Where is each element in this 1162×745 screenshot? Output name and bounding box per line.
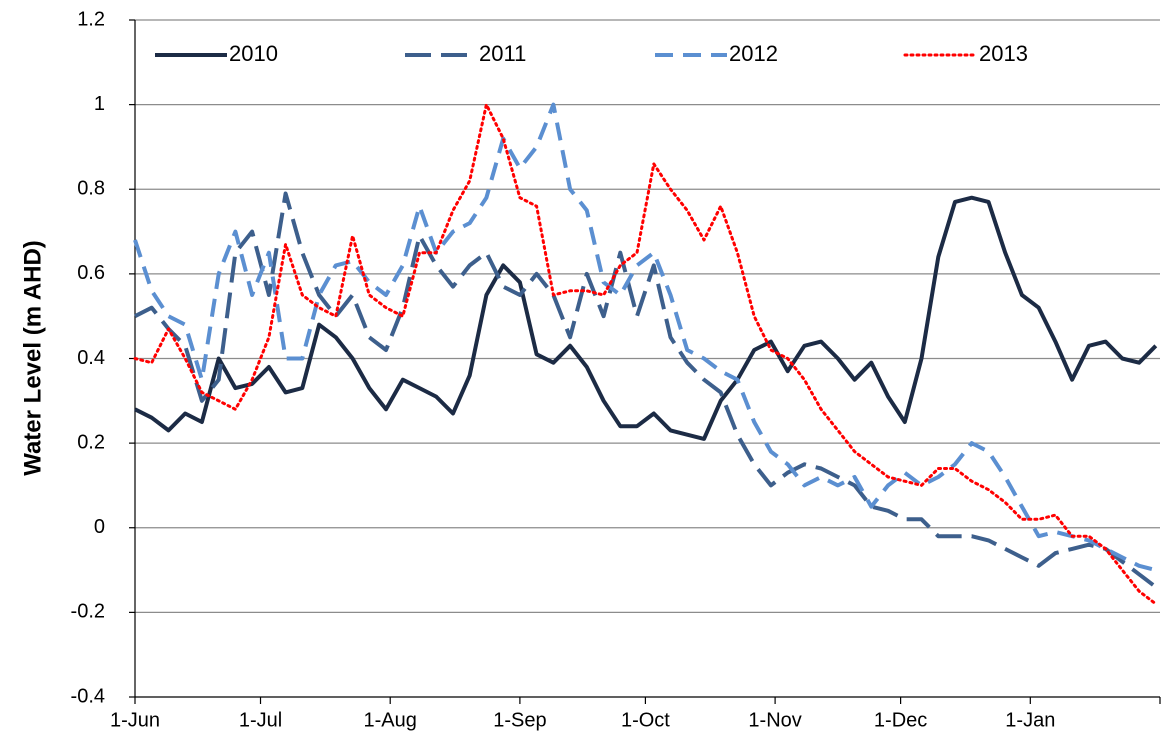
x-tick-label: 1-Jan bbox=[1005, 709, 1055, 731]
legend-label: 2011 bbox=[479, 41, 526, 66]
x-tick-label: 1-Oct bbox=[621, 709, 670, 731]
y-axis-title: Water Level (m AHD) bbox=[19, 240, 46, 476]
y-tick-label: 1 bbox=[94, 93, 105, 115]
x-tick-label: 1-Jun bbox=[110, 709, 160, 731]
data-line bbox=[133, 102, 1157, 573]
data-line bbox=[133, 103, 1158, 606]
x-tick-label: 1-Aug bbox=[364, 709, 417, 731]
y-tick-label: 0.6 bbox=[77, 262, 105, 284]
x-tick-label: 1-Dec bbox=[874, 709, 927, 731]
y-tick-label: -0.4 bbox=[71, 685, 105, 707]
data-line bbox=[134, 195, 1158, 441]
x-tick-label: 1-Jul bbox=[239, 709, 282, 731]
y-tick-label: 1.2 bbox=[77, 8, 105, 30]
y-tick-label: 0.4 bbox=[77, 347, 105, 369]
data-line bbox=[134, 191, 1158, 589]
legend-label: 2012 bbox=[729, 41, 778, 66]
y-tick-label: 0.2 bbox=[77, 431, 105, 453]
legend-label: 2013 bbox=[979, 41, 1028, 66]
x-tick-label: 1-Nov bbox=[748, 709, 801, 731]
y-tick-label: 0 bbox=[94, 516, 105, 538]
x-tick-label: 1-Sep bbox=[493, 709, 546, 731]
legend-label: 2010 bbox=[229, 41, 278, 66]
y-tick-label: 0.8 bbox=[77, 178, 105, 200]
y-tick-label: -0.2 bbox=[71, 601, 105, 623]
